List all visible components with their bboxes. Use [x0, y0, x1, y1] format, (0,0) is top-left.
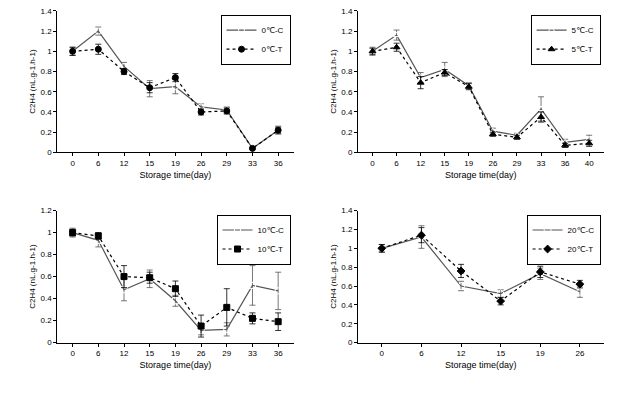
svg-text:33: 33: [248, 349, 257, 358]
svg-text:1.2: 1.2: [40, 27, 52, 36]
svg-text:C2H4 (nL.g-1.h-1): C2H4 (nL.g-1.h-1): [329, 49, 338, 114]
svg-text:40: 40: [585, 159, 594, 168]
svg-text:29: 29: [513, 159, 522, 168]
svg-text:0.8: 0.8: [341, 67, 353, 76]
svg-text:0.4: 0.4: [40, 108, 52, 117]
svg-text:0.8: 0.8: [40, 250, 52, 259]
svg-text:Storage time(day): Storage time(day): [140, 170, 212, 180]
svg-text:0: 0: [47, 148, 52, 157]
svg-text:1: 1: [47, 228, 52, 237]
svg-text:0: 0: [348, 338, 353, 347]
svg-text:19: 19: [171, 159, 180, 168]
svg-text:20℃-T: 20℃-T: [568, 245, 594, 254]
svg-text:15: 15: [145, 159, 154, 168]
svg-text:C2H4 (nL.g-1.h-1): C2H4 (nL.g-1.h-1): [329, 244, 338, 309]
svg-text:1: 1: [348, 47, 353, 56]
svg-text:29: 29: [222, 349, 231, 358]
svg-text:Storage time(day): Storage time(day): [445, 360, 517, 370]
svg-text:19: 19: [536, 349, 545, 358]
svg-text:29: 29: [222, 159, 231, 168]
svg-text:26: 26: [197, 159, 206, 168]
svg-text:0: 0: [47, 338, 52, 347]
svg-text:26: 26: [575, 349, 584, 358]
svg-text:1.4: 1.4: [341, 7, 353, 16]
svg-text:0: 0: [70, 159, 75, 168]
svg-text:6: 6: [96, 159, 101, 168]
svg-text:36: 36: [274, 349, 283, 358]
svg-text:0: 0: [380, 349, 385, 358]
svg-text:36: 36: [561, 159, 570, 168]
svg-text:12: 12: [120, 349, 129, 358]
svg-text:0.4: 0.4: [40, 294, 52, 303]
svg-text:12: 12: [416, 159, 425, 168]
svg-text:Storage time(day): Storage time(day): [445, 170, 517, 180]
svg-text:33: 33: [537, 159, 546, 168]
svg-text:Storage time(day): Storage time(day): [140, 360, 212, 370]
svg-text:C2H4 (nL.g-1.h-1): C2H4 (nL.g-1.h-1): [28, 244, 37, 309]
svg-text:0℃-C: 0℃-C: [262, 26, 284, 35]
svg-text:0: 0: [370, 159, 375, 168]
svg-text:0.4: 0.4: [341, 301, 353, 310]
svg-text:1.4: 1.4: [341, 206, 353, 215]
svg-text:0℃-T: 0℃-T: [262, 45, 283, 54]
svg-text:19: 19: [171, 349, 180, 358]
svg-text:0.2: 0.2: [40, 316, 52, 325]
svg-text:12: 12: [120, 159, 129, 168]
svg-text:26: 26: [197, 349, 206, 358]
svg-text:0: 0: [348, 148, 353, 157]
svg-text:6: 6: [96, 349, 101, 358]
svg-text:26: 26: [488, 159, 497, 168]
svg-text:0.4: 0.4: [341, 108, 353, 117]
svg-text:1.4: 1.4: [40, 7, 52, 16]
svg-text:20℃-C: 20℃-C: [568, 226, 595, 235]
svg-text:19: 19: [464, 159, 473, 168]
svg-text:36: 36: [274, 159, 283, 168]
svg-text:0.8: 0.8: [40, 67, 52, 76]
svg-text:0.8: 0.8: [341, 263, 353, 272]
svg-text:1.2: 1.2: [341, 27, 353, 36]
svg-text:10℃-C: 10℃-C: [258, 226, 285, 235]
svg-text:5℃-C: 5℃-C: [572, 26, 594, 35]
svg-text:0.6: 0.6: [341, 88, 353, 97]
svg-text:1: 1: [47, 47, 52, 56]
svg-text:C2H4 (nL.g-1.h-1): C2H4 (nL.g-1.h-1): [28, 49, 37, 114]
svg-text:5℃-T: 5℃-T: [572, 45, 593, 54]
svg-text:15: 15: [145, 349, 154, 358]
svg-text:15: 15: [440, 159, 449, 168]
svg-text:33: 33: [248, 159, 257, 168]
svg-text:12: 12: [457, 349, 466, 358]
svg-text:0.6: 0.6: [341, 282, 353, 291]
svg-text:1: 1: [348, 244, 353, 253]
svg-text:15: 15: [496, 349, 505, 358]
svg-text:0.6: 0.6: [40, 88, 52, 97]
svg-text:1.2: 1.2: [341, 225, 353, 234]
svg-text:0.2: 0.2: [341, 320, 353, 329]
svg-text:10℃-T: 10℃-T: [258, 245, 284, 254]
svg-text:6: 6: [394, 159, 399, 168]
svg-text:0: 0: [70, 349, 75, 358]
svg-text:6: 6: [419, 349, 424, 358]
svg-text:1.2: 1.2: [40, 206, 52, 215]
svg-text:0.6: 0.6: [40, 272, 52, 281]
svg-text:0.2: 0.2: [341, 128, 353, 137]
svg-text:0.2: 0.2: [40, 128, 52, 137]
